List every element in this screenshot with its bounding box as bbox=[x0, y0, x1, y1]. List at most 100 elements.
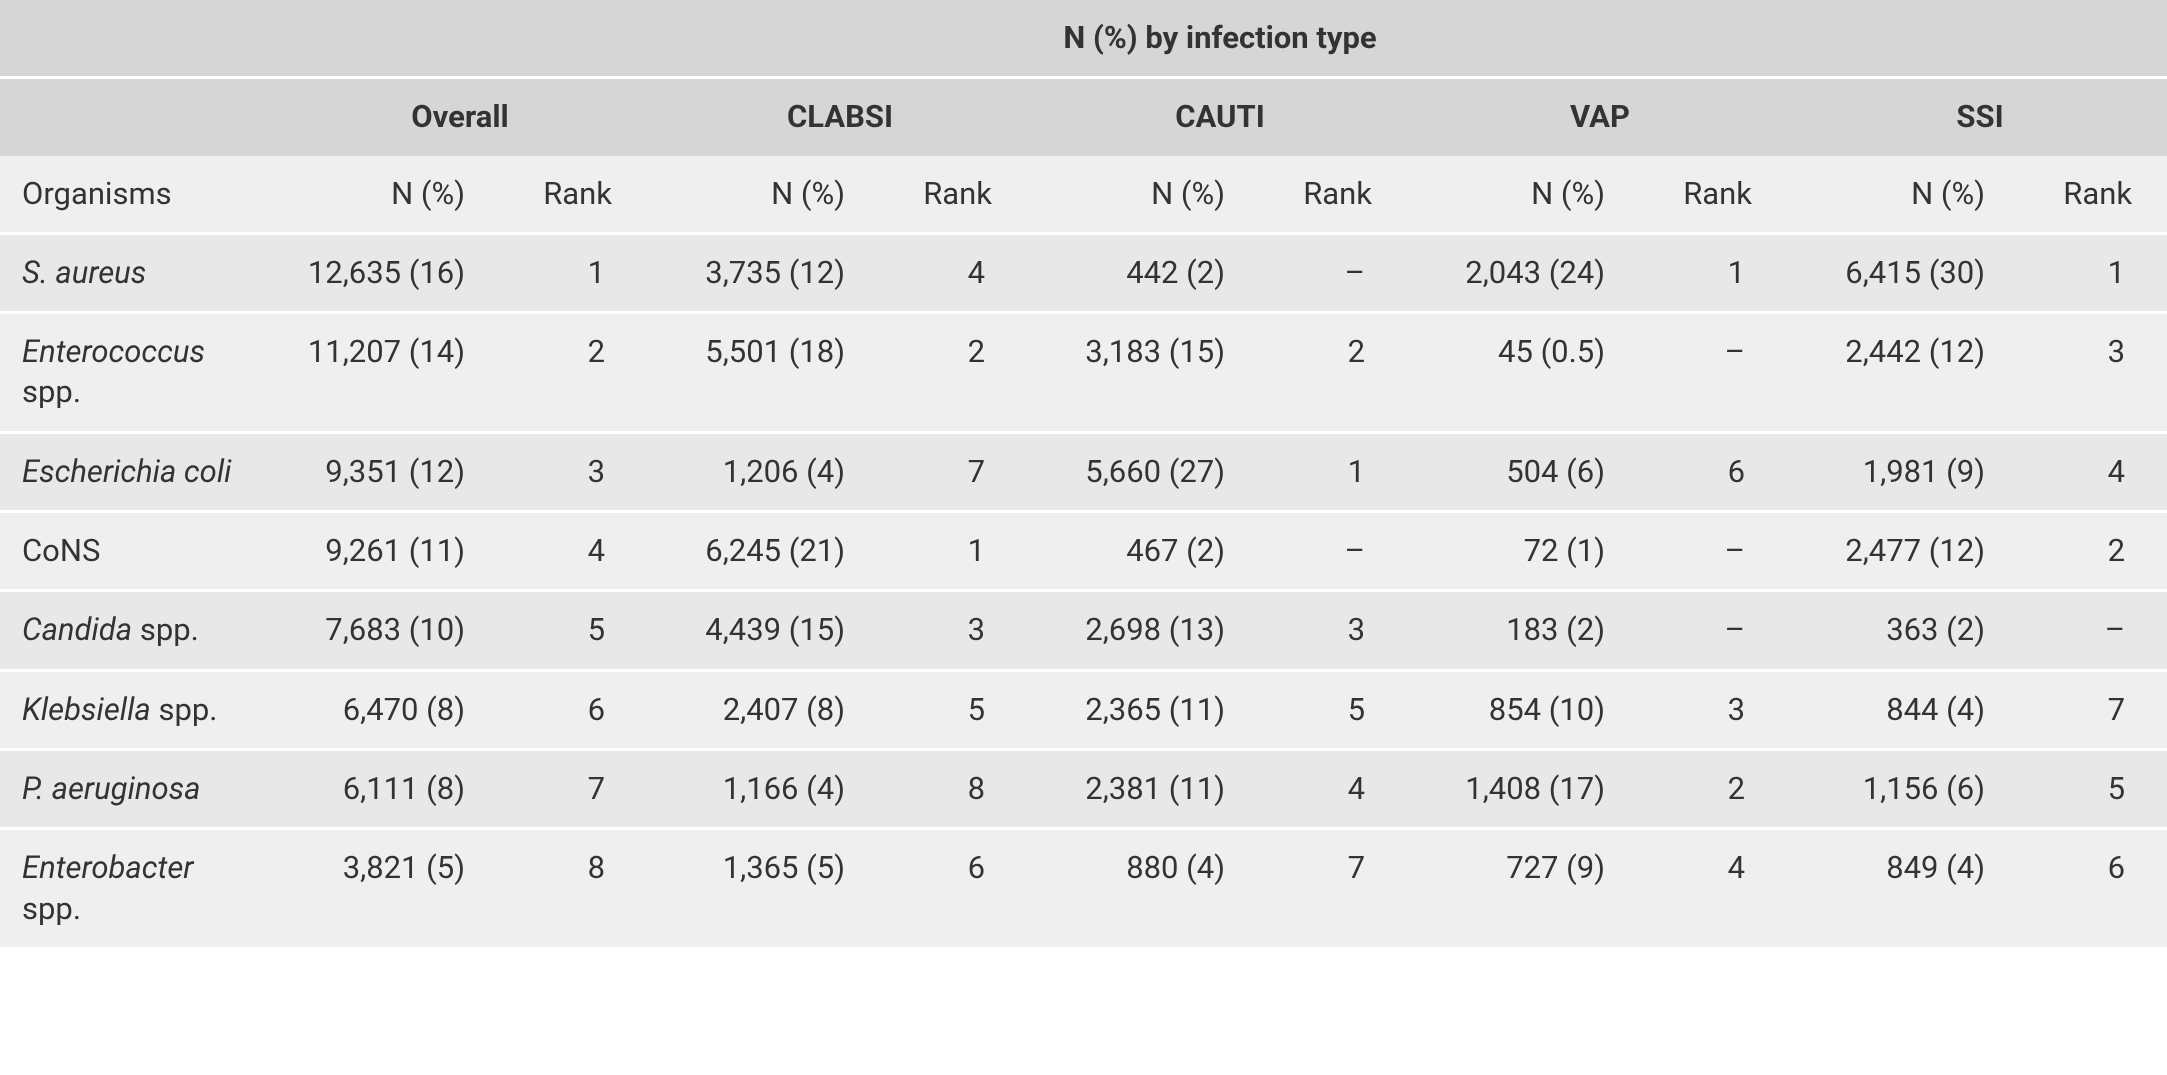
rank-cell: 4 bbox=[495, 512, 650, 591]
rank-cell: 2 bbox=[1635, 749, 1790, 828]
n-pct-cell: 9,261 (11) bbox=[270, 512, 495, 591]
n-pct-cell: 4,439 (15) bbox=[650, 591, 875, 670]
n-pct-cell: 467 (2) bbox=[1030, 512, 1255, 591]
rank-cell: 5 bbox=[875, 670, 1030, 749]
table-header: N (%) by infection type Overall CLABSI C… bbox=[0, 0, 2167, 233]
n-pct-cell: 1,981 (9) bbox=[1790, 432, 2015, 511]
rank-cell: 6 bbox=[1635, 432, 1790, 511]
rank-cell: 4 bbox=[1255, 749, 1410, 828]
n-pct-cell: 2,442 (12) bbox=[1790, 313, 2015, 433]
n-pct-cell: 844 (4) bbox=[1790, 670, 2015, 749]
n-pct-cell: 6,415 (30) bbox=[1790, 233, 2015, 312]
col-rank-vap: Rank bbox=[1635, 156, 1790, 234]
header-blank bbox=[0, 0, 270, 78]
rank-cell: – bbox=[2015, 591, 2167, 670]
col-rank-clabsi: Rank bbox=[875, 156, 1030, 234]
rank-cell: 2 bbox=[495, 313, 650, 433]
col-organisms: Organisms bbox=[0, 156, 270, 234]
organism-cell: Escherichia coli bbox=[0, 432, 270, 511]
n-pct-cell: 5,501 (18) bbox=[650, 313, 875, 433]
col-rank-ssi: Rank bbox=[2015, 156, 2167, 234]
organism-cell: Enterococcus spp. bbox=[0, 313, 270, 433]
organism-cell: Klebsiella spp. bbox=[0, 670, 270, 749]
rank-cell: 2 bbox=[1255, 313, 1410, 433]
rank-cell: 6 bbox=[495, 670, 650, 749]
col-rank-overall: Rank bbox=[495, 156, 650, 234]
n-pct-cell: 2,381 (11) bbox=[1030, 749, 1255, 828]
rank-cell: 1 bbox=[495, 233, 650, 312]
n-pct-cell: 3,735 (12) bbox=[650, 233, 875, 312]
rank-cell: – bbox=[1635, 512, 1790, 591]
rank-cell: 4 bbox=[875, 233, 1030, 312]
n-pct-cell: 363 (2) bbox=[1790, 591, 2015, 670]
n-pct-cell: 6,111 (8) bbox=[270, 749, 495, 828]
n-pct-cell: 12,635 (16) bbox=[270, 233, 495, 312]
n-pct-cell: 442 (2) bbox=[1030, 233, 1255, 312]
group-clabsi: CLABSI bbox=[650, 78, 1030, 156]
n-pct-cell: 727 (9) bbox=[1410, 829, 1635, 947]
organism-cell: Enterobacter spp. bbox=[0, 829, 270, 947]
rank-cell: 4 bbox=[1635, 829, 1790, 947]
organism-cell: S. aureus bbox=[0, 233, 270, 312]
n-pct-cell: 9,351 (12) bbox=[270, 432, 495, 511]
n-pct-cell: 5,660 (27) bbox=[1030, 432, 1255, 511]
rank-cell: 3 bbox=[1635, 670, 1790, 749]
n-pct-cell: 6,245 (21) bbox=[650, 512, 875, 591]
n-pct-cell: 849 (4) bbox=[1790, 829, 2015, 947]
organism-cell: P. aeruginosa bbox=[0, 749, 270, 828]
n-pct-cell: 7,683 (10) bbox=[270, 591, 495, 670]
rank-cell: 3 bbox=[2015, 313, 2167, 433]
n-pct-cell: 183 (2) bbox=[1410, 591, 1635, 670]
n-pct-cell: 3,821 (5) bbox=[270, 829, 495, 947]
rank-cell: – bbox=[1635, 313, 1790, 433]
rank-cell: 7 bbox=[875, 432, 1030, 511]
rank-cell: – bbox=[1255, 512, 1410, 591]
n-pct-cell: 2,477 (12) bbox=[1790, 512, 2015, 591]
group-ssi: SSI bbox=[1790, 78, 2167, 156]
table-row: Klebsiella spp.6,470 (8)62,407 (8)52,365… bbox=[0, 670, 2167, 749]
n-pct-cell: 1,156 (6) bbox=[1790, 749, 2015, 828]
rank-cell: 7 bbox=[2015, 670, 2167, 749]
rank-cell: 5 bbox=[1255, 670, 1410, 749]
rank-cell: 3 bbox=[495, 432, 650, 511]
n-pct-cell: 2,407 (8) bbox=[650, 670, 875, 749]
table-row: Escherichia coli9,351 (12)31,206 (4)75,6… bbox=[0, 432, 2167, 511]
sub-header-row: Organisms N (%) Rank N (%) Rank N (%) Ra… bbox=[0, 156, 2167, 234]
n-pct-cell: 1,166 (4) bbox=[650, 749, 875, 828]
col-n-cauti: N (%) bbox=[1030, 156, 1255, 234]
col-rank-cauti: Rank bbox=[1255, 156, 1410, 234]
group-header-row: Overall CLABSI CAUTI VAP SSI bbox=[0, 78, 2167, 156]
rank-cell: 1 bbox=[1635, 233, 1790, 312]
rank-cell: 2 bbox=[875, 313, 1030, 433]
rank-cell: 1 bbox=[875, 512, 1030, 591]
n-pct-cell: 880 (4) bbox=[1030, 829, 1255, 947]
col-n-vap: N (%) bbox=[1410, 156, 1635, 234]
table-row: Enterobacter spp.3,821 (5)81,365 (5)6880… bbox=[0, 829, 2167, 947]
n-pct-cell: 11,207 (14) bbox=[270, 313, 495, 433]
col-n-overall: N (%) bbox=[270, 156, 495, 234]
table-row: S. aureus12,635 (16)13,735 (12)4442 (2)–… bbox=[0, 233, 2167, 312]
col-n-clabsi: N (%) bbox=[650, 156, 875, 234]
n-pct-cell: 6,470 (8) bbox=[270, 670, 495, 749]
n-pct-cell: 2,698 (13) bbox=[1030, 591, 1255, 670]
rank-cell: – bbox=[1255, 233, 1410, 312]
rank-cell: 1 bbox=[1255, 432, 1410, 511]
n-pct-cell: 1,206 (4) bbox=[650, 432, 875, 511]
table-row: Enterococcus spp.11,207 (14)25,501 (18)2… bbox=[0, 313, 2167, 433]
rank-cell: 5 bbox=[495, 591, 650, 670]
rank-cell: – bbox=[1635, 591, 1790, 670]
rank-cell: 3 bbox=[1255, 591, 1410, 670]
rank-cell: 5 bbox=[2015, 749, 2167, 828]
super-header: N (%) by infection type bbox=[270, 0, 2167, 78]
col-n-ssi: N (%) bbox=[1790, 156, 2015, 234]
table-row: CoNS9,261 (11)46,245 (21)1467 (2)–72 (1)… bbox=[0, 512, 2167, 591]
rank-cell: 7 bbox=[1255, 829, 1410, 947]
organism-cell: CoNS bbox=[0, 512, 270, 591]
n-pct-cell: 2,043 (24) bbox=[1410, 233, 1635, 312]
rank-cell: 8 bbox=[495, 829, 650, 947]
group-overall: Overall bbox=[270, 78, 650, 156]
group-header-blank bbox=[0, 78, 270, 156]
rank-cell: 7 bbox=[495, 749, 650, 828]
rank-cell: 6 bbox=[875, 829, 1030, 947]
group-cauti: CAUTI bbox=[1030, 78, 1410, 156]
